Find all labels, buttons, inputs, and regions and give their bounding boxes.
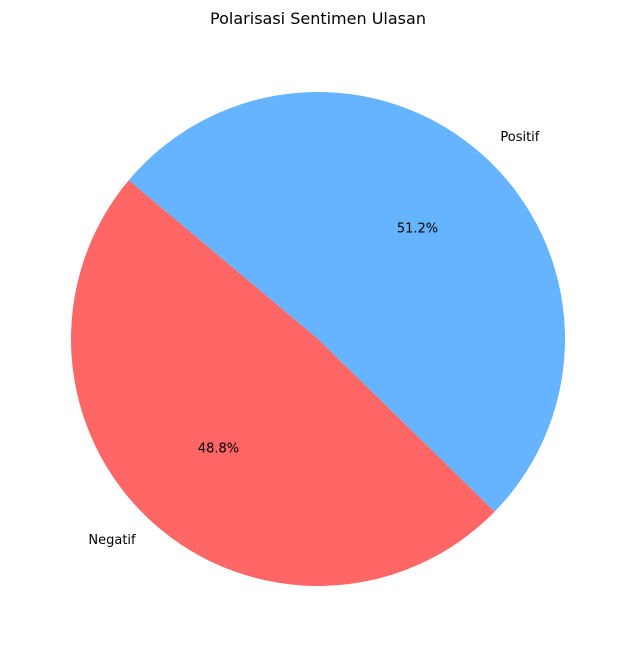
slice-label-negatif: Negatif	[88, 533, 136, 548]
pie-slice-positif	[128, 92, 565, 512]
pie-labels: Negatif 48.8% Positif 51.2%	[88, 130, 539, 548]
pie-slice-negatif	[70, 180, 495, 587]
slice-percent-positif: 51.2%	[397, 222, 438, 237]
slice-percent-negatif: 48.8%	[198, 441, 239, 456]
pie-slices	[70, 92, 565, 587]
slice-label-positif: Positif	[500, 130, 539, 145]
chart-title: Polarisasi Sentimen Ulasan	[210, 9, 426, 28]
